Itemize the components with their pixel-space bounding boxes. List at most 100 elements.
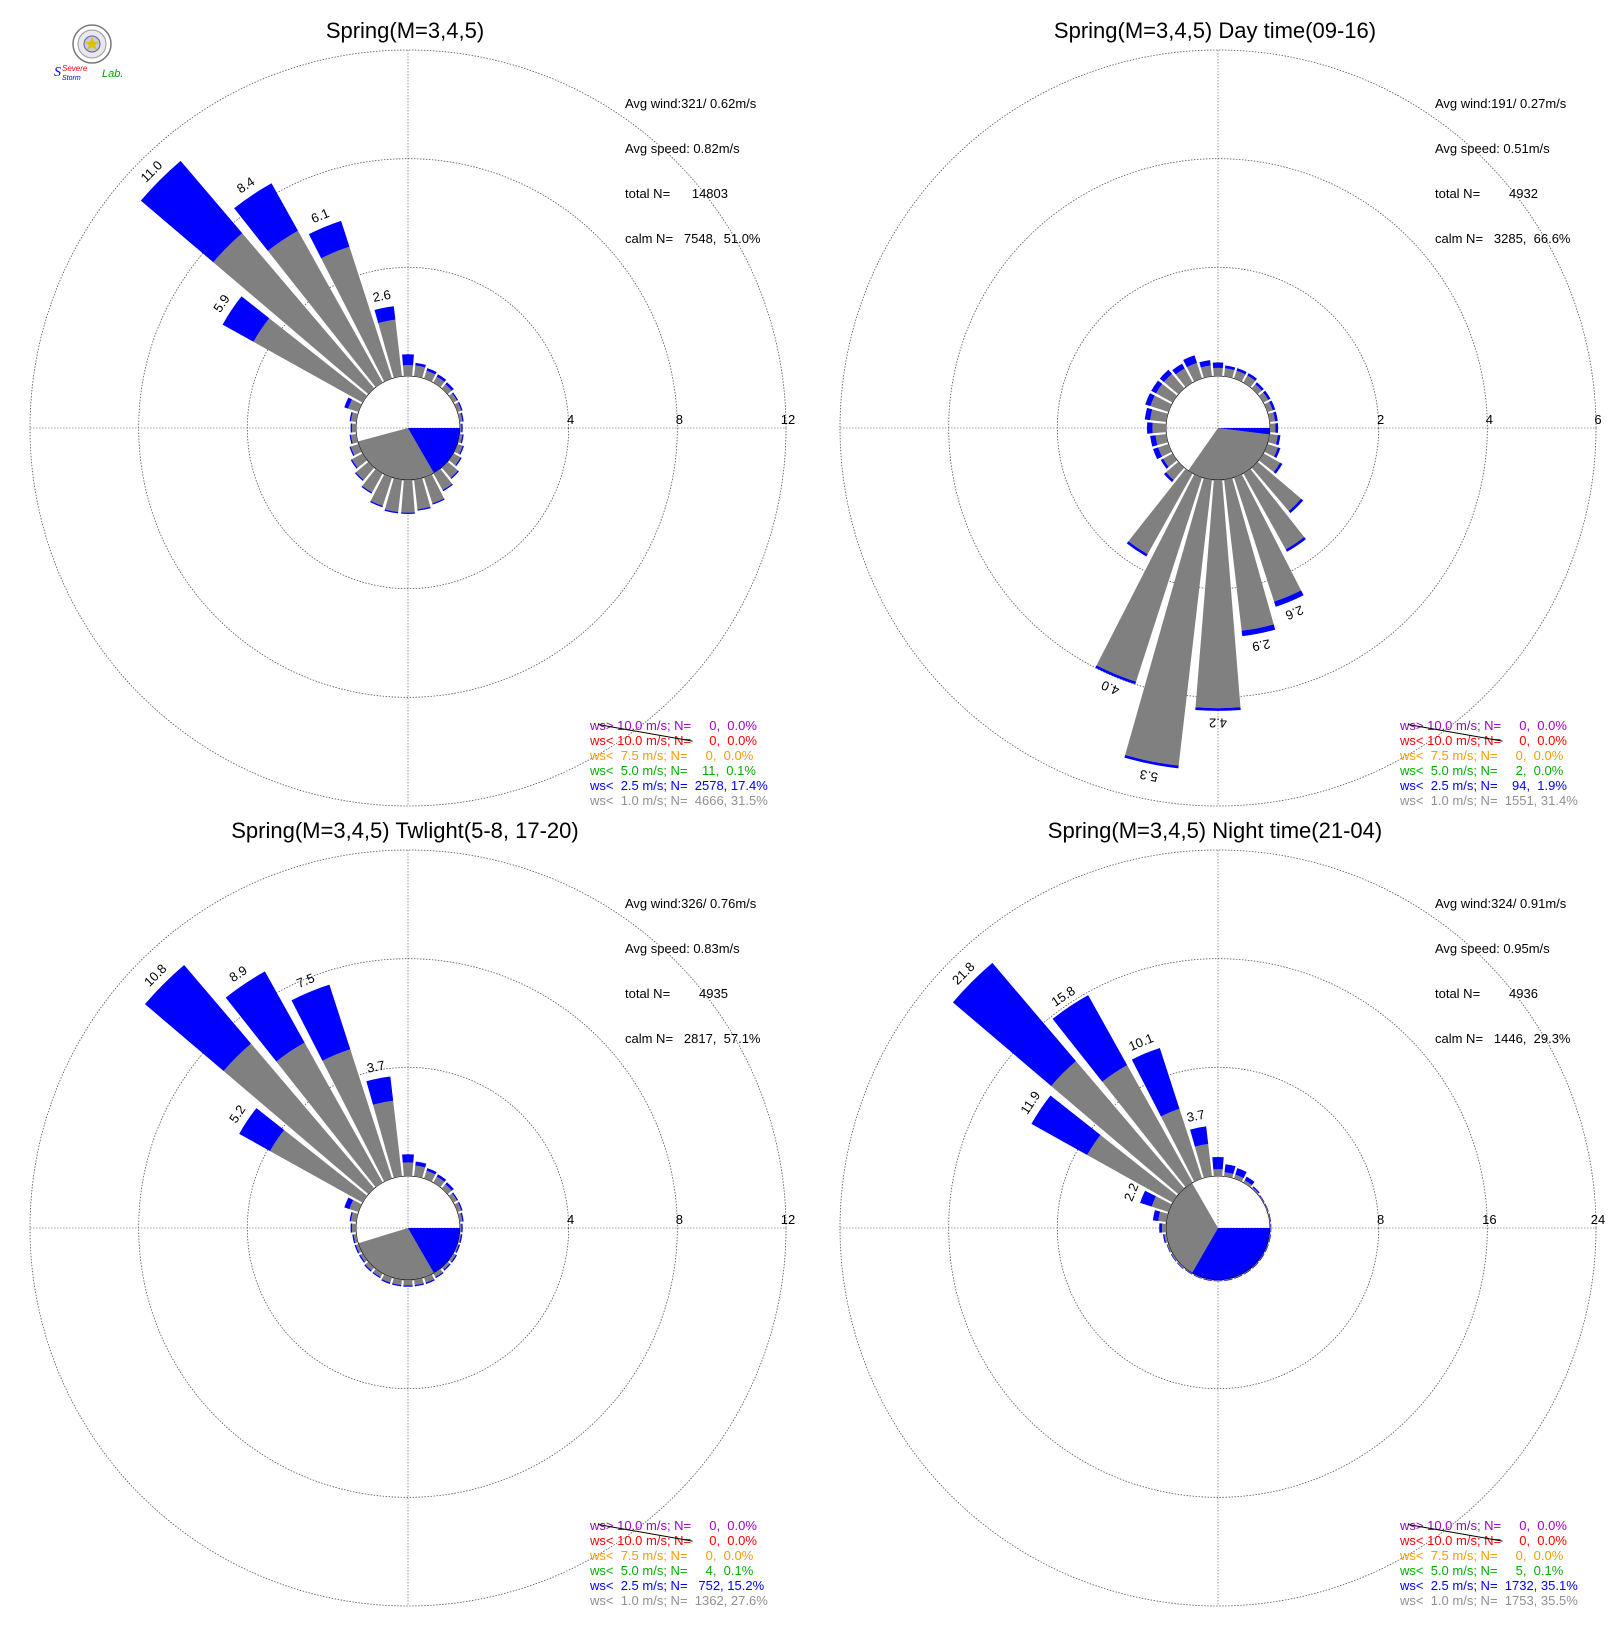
bar-gray-segment (1125, 478, 1212, 766)
legend-row: ws< 10.0 m/s; N= 0, 0.0% (1400, 733, 1567, 748)
bar-blue-segment (451, 1192, 459, 1201)
bar-gray-segment (458, 434, 463, 443)
ring-circle (138, 158, 678, 698)
bar-blue-segment (952, 962, 1077, 1087)
bar-gray-segment (1233, 370, 1246, 382)
bar-blue-segment (461, 1223, 463, 1233)
lab-seal-icon: S Severe Storm Lab. (54, 24, 123, 82)
bar-blue-segment (435, 1271, 444, 1279)
bar-blue-segment (1140, 1190, 1156, 1207)
bar-blue-segment (459, 445, 464, 455)
calm-sector-gray (1166, 1182, 1218, 1274)
bar-gray-segment (1251, 384, 1262, 395)
bar-gray-segment (1243, 1268, 1251, 1275)
bar-blue-segment (1163, 472, 1174, 483)
avg-wind: Avg wind:321/ 0.62m/s (625, 96, 757, 111)
bar-gray-segment (414, 365, 426, 378)
bar-blue-segment (443, 1263, 451, 1271)
bar-value-label: 5.3 (1138, 767, 1159, 785)
bar-gray-segment (1165, 461, 1185, 481)
bar-blue-segment (1190, 1126, 1209, 1147)
panel-title: Spring(M=3,4,5) (325, 18, 485, 43)
bar-gray-segment (454, 1202, 462, 1213)
calm-n: calm N= 2817, 57.1% (625, 1031, 761, 1046)
bar-gray-segment (433, 376, 445, 388)
bar-blue-segment (460, 434, 464, 444)
bar-gray-segment (1167, 1243, 1172, 1253)
bar-gray-segment (1185, 1268, 1193, 1275)
bar-gray-segment (1233, 474, 1302, 602)
bar-value-label: 8.9 (226, 962, 249, 985)
bar-blue-segment (1170, 1253, 1177, 1262)
bar-blue-segment (436, 1174, 447, 1182)
bar-blue-segment (349, 446, 355, 457)
stats-block: Avg wind:191/ 0.27m/s Avg speed: 0.51m/s… (1435, 66, 1571, 276)
bar-blue-segment (414, 1283, 425, 1287)
legend-row: ws< 7.5 m/s; N= 0, 0.0% (590, 1548, 754, 1563)
bar-blue-segment (1236, 368, 1247, 375)
bar-blue-segment (1145, 393, 1155, 407)
bar-blue-segment (354, 472, 364, 482)
bar-blue-segment (1224, 1164, 1236, 1175)
bar-blue-segment (417, 506, 431, 511)
bar-blue-segment (364, 1264, 372, 1272)
bar-gray-segment (1264, 401, 1273, 413)
legend-row: ws< 7.5 m/s; N= 0, 0.0% (1400, 1548, 1564, 1563)
bar-blue-segment (349, 1211, 353, 1222)
bar-value-label: 2.6 (371, 287, 392, 305)
bar-gray-segment (1158, 443, 1172, 457)
bar-blue-segment (459, 1234, 463, 1243)
bar-gray-segment (1224, 1278, 1233, 1281)
bar-gray-segment (370, 474, 393, 506)
legend-row: ws< 10.0 m/s; N= 0, 0.0% (1400, 1533, 1567, 1548)
bar-gray-segment (1264, 443, 1278, 457)
bar-blue-segment (381, 1279, 391, 1284)
speed-legend: ws> 10.0 m/s; N= 0, 0.0% ws< 10.0 m/s; N=… (590, 1518, 768, 1608)
ring-circle (1056, 1066, 1380, 1390)
bar-gray-segment (1102, 1065, 1193, 1188)
bar-gray-segment (441, 461, 458, 478)
bar-gray-segment (1258, 453, 1281, 473)
bar-blue-segment (234, 183, 298, 251)
bar-blue-segment (1193, 1274, 1202, 1279)
bar-blue-segment (222, 296, 270, 342)
bar-gray-segment (414, 478, 431, 510)
bar-value-label: 5.2 (226, 1102, 249, 1125)
bar-gray-segment (1213, 1169, 1223, 1177)
bar-gray-segment (454, 402, 462, 413)
bar-gray-segment (365, 1261, 375, 1271)
wind-rose-plot: 2 4 6 5.3 4.2 4.0 2.9 2.6 (839, 49, 1602, 807)
bar-gray-segment (351, 423, 357, 433)
bar-blue-segment (1288, 498, 1304, 514)
bar-blue-segment (1195, 707, 1241, 711)
bar-blue-segment (1212, 1156, 1224, 1170)
bar-gray-segment (1155, 434, 1168, 446)
bar-gray-segment (355, 461, 375, 481)
total-n: total N= 14803 (625, 186, 728, 201)
bar-gray-segment (213, 233, 375, 395)
bar-blue-segment (445, 382, 454, 391)
bar-blue-segment (1052, 995, 1128, 1082)
bar-blue-segment (349, 411, 353, 422)
bar-blue-segment (1160, 458, 1169, 469)
bar-blue-segment (1275, 423, 1279, 433)
bar-blue-segment (1241, 624, 1276, 637)
ring-circle (948, 158, 1488, 698)
bar-blue-segment (1203, 1278, 1212, 1281)
bar-gray-segment (355, 1243, 362, 1253)
panel-title: Spring(M=3,4,5) Night time(21-04) (1047, 818, 1383, 843)
ring-circle (29, 849, 787, 1607)
bar-gray-segment (1194, 1143, 1212, 1178)
bar-gray-segment (402, 365, 414, 377)
bar-gray-segment (1163, 373, 1185, 395)
avg-wind: Avg wind:324/ 0.91m/s (1435, 896, 1567, 911)
legend-row: ws< 2.5 m/s; N= 752, 15.2% (590, 1578, 765, 1593)
legend-row: ws> 10.0 m/s; N= 0, 0.0% (590, 718, 757, 733)
bar-gray-segment (1203, 1278, 1212, 1281)
bar-blue-segment (1268, 1213, 1271, 1222)
ring-label: 6 (1594, 412, 1601, 427)
bar-blue-segment (1268, 1234, 1271, 1243)
bar-gray-segment (414, 1165, 426, 1178)
bar-gray-segment (1224, 368, 1235, 378)
svg-text:Lab.: Lab. (102, 68, 123, 80)
